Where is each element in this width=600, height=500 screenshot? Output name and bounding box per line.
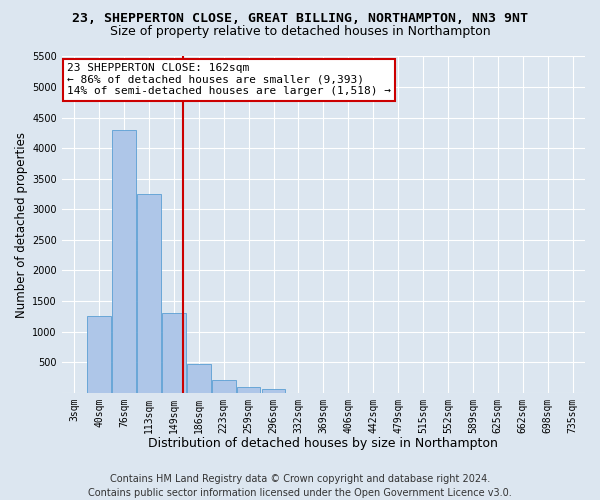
Bar [88, 316, 111, 392]
Bar [162, 314, 186, 392]
Y-axis label: Number of detached properties: Number of detached properties [15, 132, 28, 318]
Bar [262, 389, 286, 392]
X-axis label: Distribution of detached houses by size in Northampton: Distribution of detached houses by size … [148, 437, 499, 450]
Bar [187, 364, 211, 392]
Bar [112, 130, 136, 392]
Bar [212, 380, 236, 392]
Bar [137, 194, 161, 392]
Text: Contains HM Land Registry data © Crown copyright and database right 2024.
Contai: Contains HM Land Registry data © Crown c… [88, 474, 512, 498]
Text: Size of property relative to detached houses in Northampton: Size of property relative to detached ho… [110, 25, 490, 38]
Bar [237, 386, 260, 392]
Text: 23, SHEPPERTON CLOSE, GREAT BILLING, NORTHAMPTON, NN3 9NT: 23, SHEPPERTON CLOSE, GREAT BILLING, NOR… [72, 12, 528, 26]
Text: 23 SHEPPERTON CLOSE: 162sqm
← 86% of detached houses are smaller (9,393)
14% of : 23 SHEPPERTON CLOSE: 162sqm ← 86% of det… [67, 63, 391, 96]
